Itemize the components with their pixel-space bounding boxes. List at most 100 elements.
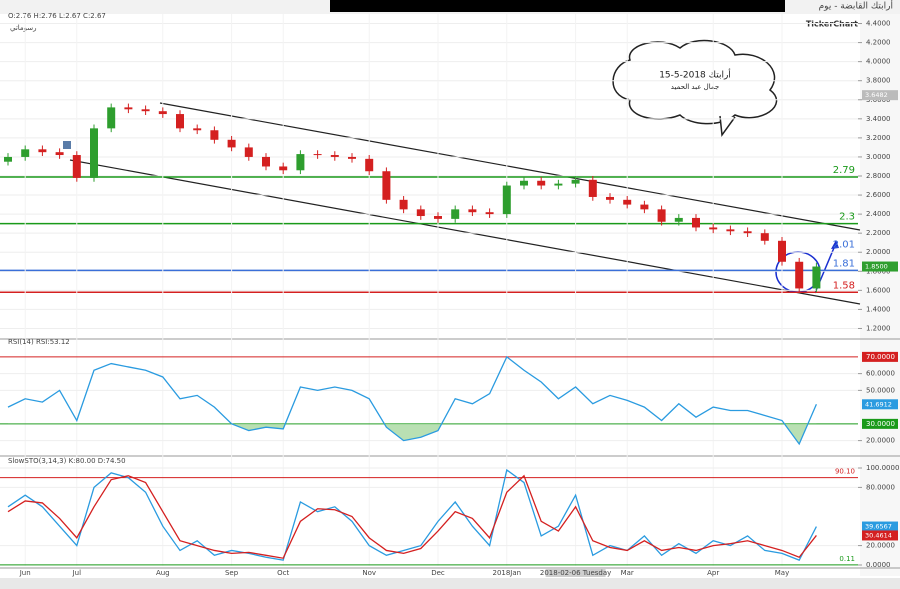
ohlc-readout: O:2.76 H:2.76 L:2.67 C:2.67 (8, 12, 106, 20)
y-tick-label: 2.4000 (866, 210, 891, 218)
y-tick-label: 80.0000 (866, 483, 895, 491)
y-tick-label: 1.6000 (866, 286, 891, 294)
arrow-head (831, 240, 839, 249)
candle-body (313, 154, 322, 156)
candle-body (416, 209, 425, 217)
y-tick-label: 2.2000 (866, 229, 891, 237)
candle-body (451, 209, 460, 219)
level-label: 0.11 (839, 555, 855, 563)
x-tick-label: Dec (431, 569, 445, 577)
redacted-bar (330, 0, 785, 12)
axis-value-box (862, 521, 898, 532)
x-tick-label: Apr (707, 569, 719, 577)
y-tick-label: 3.2000 (866, 134, 891, 142)
candle-body (55, 152, 64, 156)
x-tick-label: Mar (621, 569, 634, 577)
level-box (862, 418, 898, 429)
x-tick-label: May (775, 569, 789, 577)
candle-body (812, 266, 821, 289)
level-label: 70.0000 (866, 353, 895, 361)
candle-body (434, 216, 442, 219)
candle-body (709, 227, 718, 230)
y-tick-label: 50.0000 (866, 386, 895, 394)
candle-body (90, 128, 98, 178)
candle-body (571, 179, 580, 184)
candle-body (674, 217, 683, 222)
x-tick-label: Jul (72, 569, 82, 577)
candle-body (21, 149, 30, 157)
candle-body (210, 130, 219, 140)
axis-value-box (862, 261, 898, 272)
axis-value-box (862, 90, 898, 101)
candle-body (623, 199, 632, 205)
trendline (159, 102, 861, 231)
y-tick-label: 3.4000 (866, 115, 891, 123)
candle-body (485, 212, 494, 215)
axis-value-box (862, 530, 898, 541)
candle-body (468, 209, 477, 213)
candle-body (520, 180, 528, 186)
candle-body (348, 156, 356, 159)
y-tick-label: 4.0000 (866, 58, 891, 66)
candle-body (296, 154, 305, 171)
level-label: 2.01 (833, 239, 855, 250)
candle-body (795, 261, 804, 289)
level-label: 2.79 (833, 165, 855, 176)
axis-value-label: 39.6567 (865, 523, 892, 531)
series-line (7, 468, 817, 561)
axis-value-label: 41.6912 (865, 400, 892, 408)
y-tick-label: 4.4000 (866, 20, 891, 28)
candle-body (382, 171, 391, 200)
axis-value-label: 1.8500 (865, 263, 888, 271)
candle-body (279, 166, 288, 171)
panel-title: RSI(14) RSI:53.12 (8, 338, 70, 346)
marker (63, 141, 71, 149)
x-tick-label: Aug (156, 569, 170, 577)
level-label: 1.58 (833, 280, 855, 291)
candle-body (778, 240, 786, 262)
level-label: 30.0000 (866, 420, 895, 428)
trendline (69, 159, 861, 305)
level-box (862, 351, 898, 362)
candle-body (38, 149, 47, 153)
series-line (7, 474, 817, 559)
candle-body (640, 204, 649, 210)
note-text: جمال عبد الحميد (671, 83, 719, 91)
y-tick-label: 2.6000 (866, 191, 891, 199)
candle-body (657, 209, 666, 222)
candle-body (193, 128, 202, 131)
y-tick-label: 1.2000 (866, 324, 891, 332)
candle-body (537, 180, 546, 186)
y-tick-label: 3.0000 (866, 153, 891, 161)
candle-body (72, 155, 81, 178)
y-tick-label: 2.8000 (866, 172, 891, 180)
x-tick-label: 2018Jan (492, 569, 521, 577)
x-tick-label: Jun (19, 569, 31, 577)
y-tick-label: 60.0000 (866, 370, 895, 378)
note-text: أرابتك 2018-5-15 (659, 69, 731, 81)
y-tick-label: 3.8000 (866, 77, 891, 85)
x-tick-label: 2018-02-06 Tuesday (540, 569, 611, 577)
candle-body (606, 196, 614, 200)
candle-body (726, 229, 735, 232)
x-tick-label: Nov (362, 569, 376, 577)
y-tick-label: 100.0000 (866, 464, 899, 472)
window-title: أرابتك القابضة - يوم (819, 0, 893, 12)
candle-body (588, 179, 597, 197)
candle-body (554, 183, 563, 186)
candle-body (399, 199, 408, 210)
scrollbar[interactable] (0, 578, 900, 589)
candle-body (107, 107, 116, 129)
axis-value-box (862, 399, 898, 410)
price-axis-bg (860, 14, 900, 576)
axis-value-label: 30.4614 (865, 531, 892, 539)
candle-body (330, 155, 339, 157)
candle-body (760, 233, 769, 241)
candle-body (227, 139, 236, 148)
candle-body (502, 185, 511, 215)
level-label: 1.81 (833, 258, 855, 269)
series-line (7, 355, 817, 446)
y-tick-label: 0.0000 (866, 561, 891, 569)
x-tick-label: Oct (277, 569, 289, 577)
